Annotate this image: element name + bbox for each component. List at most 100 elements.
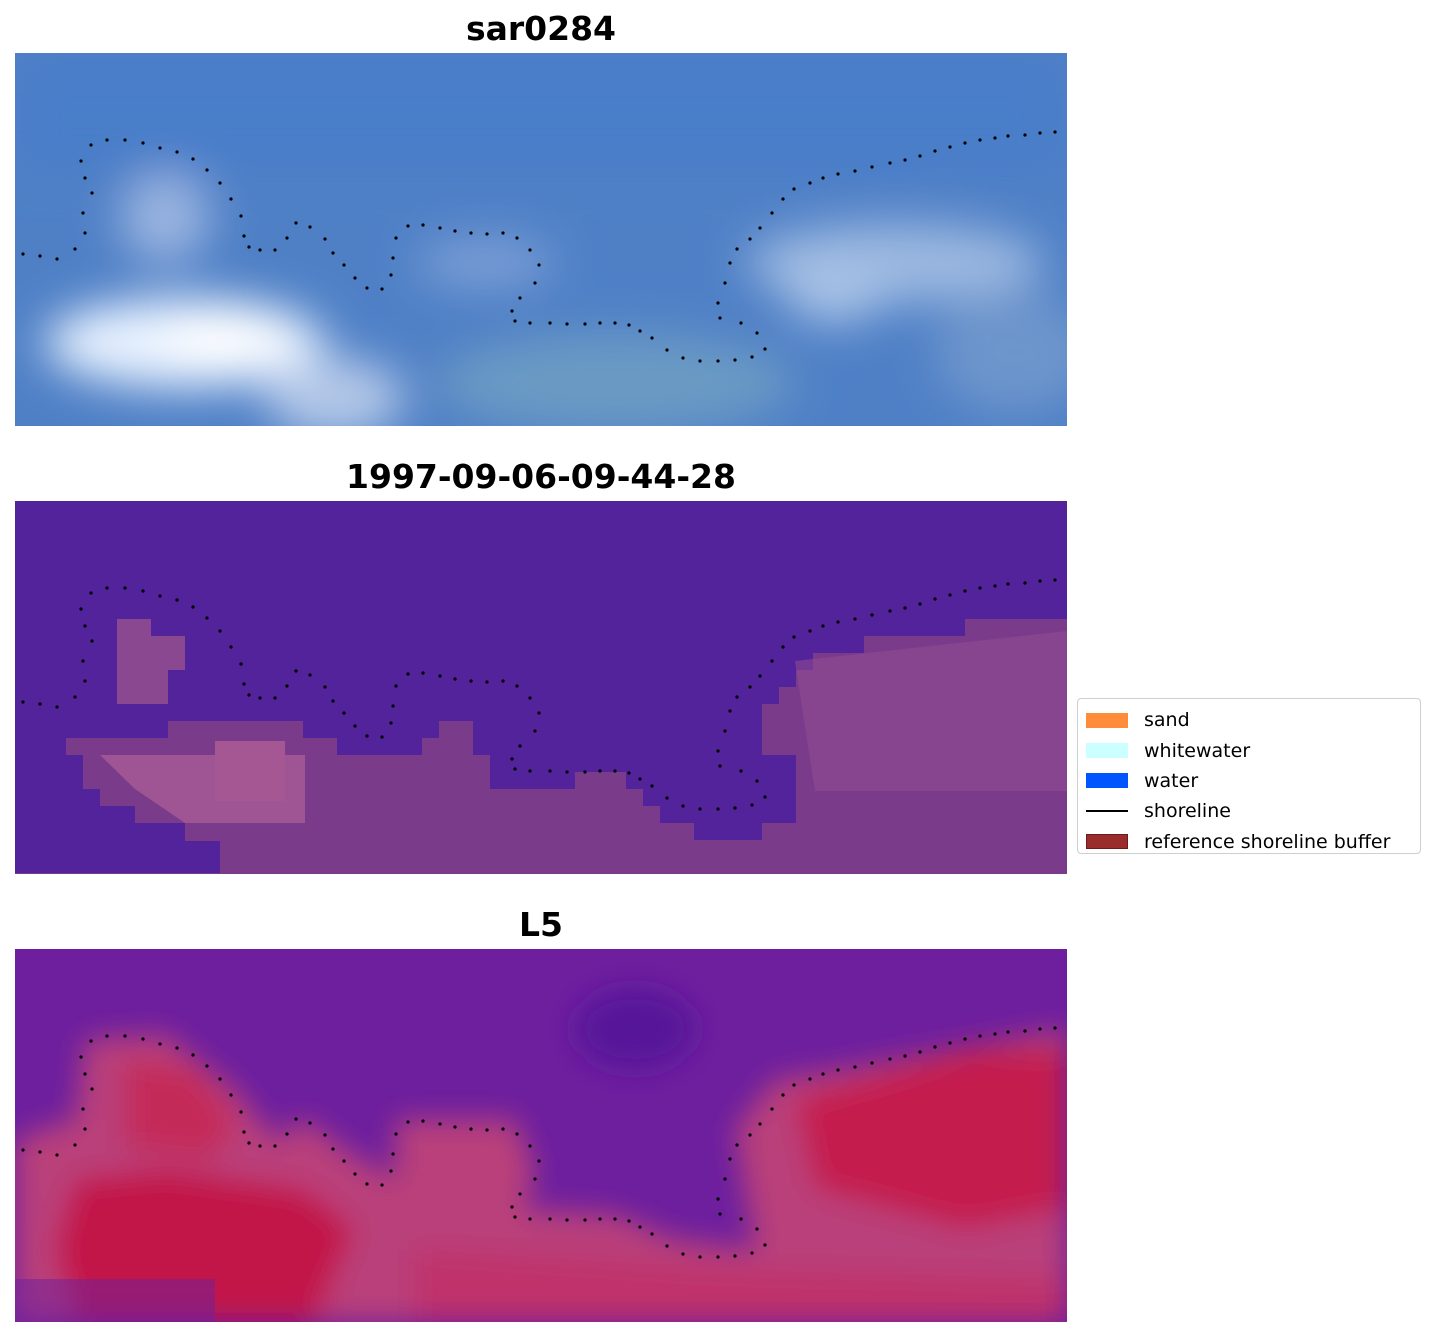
shoreline-point	[763, 347, 767, 351]
shoreline-point	[716, 749, 720, 753]
legend-item-water: water	[1086, 766, 1412, 796]
shoreline-dots	[21, 578, 1057, 811]
shoreline-point	[273, 248, 277, 252]
shoreline-point	[948, 593, 952, 597]
shoreline-point	[123, 1034, 127, 1038]
whitewater-swatch-icon	[1086, 743, 1128, 759]
shoreline-point	[993, 1032, 997, 1036]
shoreline-point	[242, 1130, 246, 1134]
water-swatch-icon	[1086, 773, 1128, 789]
shoreline-point	[331, 1147, 335, 1151]
shoreline-point	[123, 586, 127, 590]
shoreline-point	[723, 729, 727, 733]
shoreline-point	[1038, 579, 1042, 583]
shoreline-point	[681, 1252, 685, 1256]
shoreline-point	[763, 1243, 767, 1247]
shoreline-point	[528, 696, 532, 700]
shoreline-point	[294, 221, 298, 225]
shoreline-point	[285, 1132, 289, 1136]
shoreline-point	[665, 348, 669, 352]
shoreline-point	[853, 617, 857, 621]
shoreline-point	[918, 1050, 922, 1054]
shoreline-point	[421, 223, 425, 227]
legend-item-sand: sand	[1086, 705, 1412, 735]
shoreline-point	[739, 769, 743, 773]
shoreline-point	[89, 1039, 93, 1043]
shoreline-point	[853, 1065, 857, 1069]
shoreline-point	[218, 1077, 222, 1081]
shoreline-point	[537, 1159, 541, 1163]
shoreline-point	[38, 702, 42, 706]
shoreline-point	[394, 684, 398, 688]
ndwi-image	[15, 949, 1067, 1322]
shoreline-point	[83, 1127, 87, 1131]
shoreline-point	[993, 136, 997, 140]
shoreline-point	[421, 671, 425, 675]
shoreline-point	[963, 589, 967, 593]
shoreline-point	[21, 700, 25, 704]
shoreline-point	[273, 1144, 277, 1148]
shoreline-point	[438, 674, 442, 678]
panel-title-3: L5	[519, 905, 563, 944]
shoreline-point	[218, 181, 222, 185]
shoreline-point	[583, 1218, 587, 1222]
shoreline-point	[501, 231, 505, 235]
legend: sand whitewater water shoreline referenc…	[1077, 698, 1421, 854]
shoreline-point	[728, 709, 732, 713]
legend-item-shoreline: shoreline	[1086, 796, 1412, 826]
shoreline-point	[55, 1153, 59, 1157]
shoreline-point	[229, 645, 233, 649]
shoreline-point	[515, 684, 519, 688]
shoreline-point	[191, 1053, 195, 1057]
shoreline-point	[758, 226, 762, 230]
shoreline-point	[406, 224, 410, 228]
shoreline-point	[510, 757, 514, 761]
shoreline-point	[391, 704, 395, 708]
sar-image-panel	[15, 53, 1067, 426]
shoreline-point	[716, 359, 720, 363]
shoreline-point	[870, 613, 874, 617]
shoreline-point	[716, 301, 720, 305]
shoreline-point	[533, 729, 537, 733]
shoreline-point	[978, 138, 982, 142]
shoreline-point	[638, 1225, 642, 1229]
shoreline-point	[331, 699, 335, 703]
shoreline-point	[770, 211, 774, 215]
shoreline-point	[821, 176, 825, 180]
shoreline-point	[613, 321, 617, 325]
shoreline-point	[389, 1169, 393, 1173]
shoreline-point	[933, 1045, 937, 1049]
legend-label: whitewater	[1144, 739, 1251, 762]
shoreline-point	[978, 586, 982, 590]
shoreline-point	[528, 769, 532, 773]
shoreline-point	[755, 779, 759, 783]
shoreline-point	[38, 1150, 42, 1154]
shoreline-point	[394, 236, 398, 240]
shoreline-point	[698, 359, 702, 363]
shoreline-point	[1006, 134, 1010, 138]
shoreline-point	[533, 281, 537, 285]
shoreline-point	[406, 1120, 410, 1124]
shoreline-point	[650, 336, 654, 340]
shoreline-point	[258, 1144, 262, 1148]
shoreline-point	[781, 1093, 785, 1097]
shoreline-point	[948, 145, 952, 149]
shoreline-point	[141, 141, 145, 145]
shoreline-point	[308, 225, 312, 229]
shoreline-point	[513, 319, 517, 323]
shoreline-point	[870, 1061, 874, 1065]
shoreline-point	[728, 261, 732, 265]
shoreline-point	[718, 316, 722, 320]
shoreline-point	[389, 721, 393, 725]
shoreline-point	[933, 597, 937, 601]
shoreline-point	[565, 322, 569, 326]
sar-image	[15, 53, 1067, 426]
shoreline-point	[501, 679, 505, 683]
legend-label: shoreline	[1144, 800, 1231, 823]
shoreline-point	[948, 1041, 952, 1045]
shoreline-point	[81, 1107, 85, 1111]
shoreline-point	[792, 635, 796, 639]
shoreline-point	[21, 252, 25, 256]
shoreline-point	[903, 158, 907, 162]
shoreline-point	[501, 1127, 505, 1131]
